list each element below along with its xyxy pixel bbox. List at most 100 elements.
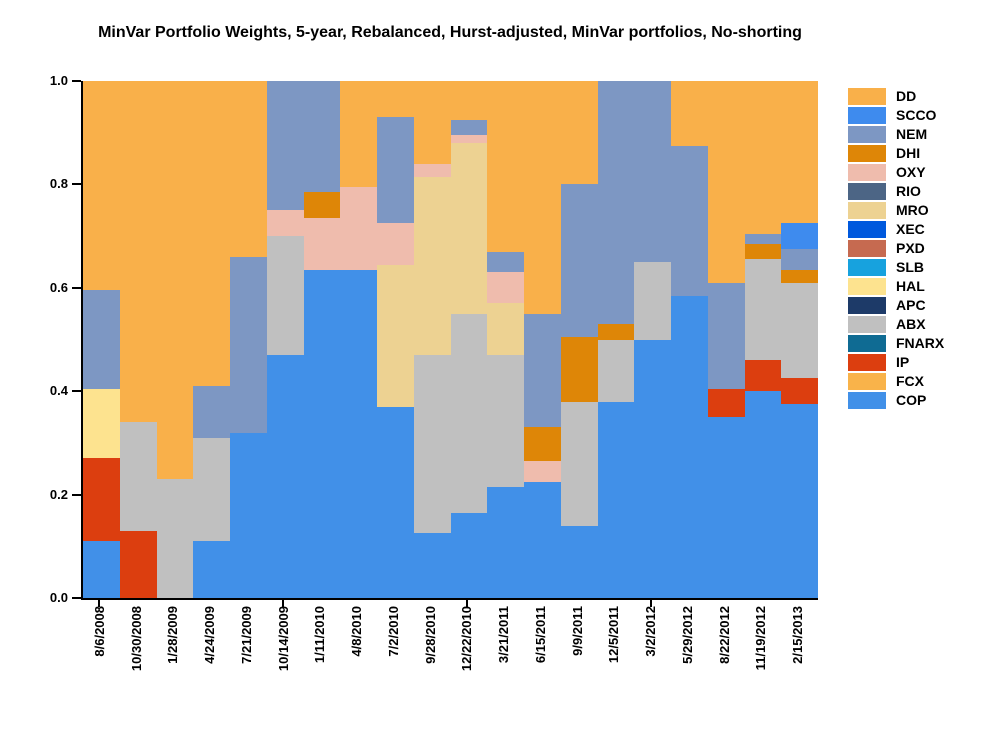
legend-item-pxd: PXD xyxy=(848,240,944,257)
x-label-col: 12/22/2010 xyxy=(449,606,486,726)
legend-label-dhi: DHI xyxy=(896,145,921,161)
segment-abx xyxy=(193,437,230,542)
x-label-col: 10/30/2008 xyxy=(118,606,155,726)
y-tick-label: 0.4 xyxy=(49,383,68,399)
x-tick-label: 5/29/2012 xyxy=(679,606,695,664)
x-tick-label: 4/8/2010 xyxy=(349,606,365,657)
legend-swatch-nem xyxy=(848,126,886,143)
segment-oxy xyxy=(266,210,304,237)
segment-mro xyxy=(487,303,524,356)
segment-nem xyxy=(487,251,524,273)
segment-dd xyxy=(671,81,708,146)
x-tick-mark xyxy=(465,600,468,607)
x-label-col: 7/2/2010 xyxy=(375,606,412,726)
segment-oxy xyxy=(450,135,488,144)
segment-abx xyxy=(634,261,671,340)
segment-nem xyxy=(193,386,230,438)
x-tick-label: 10/14/2009 xyxy=(275,606,291,672)
x-label-col: 7/21/2009 xyxy=(228,606,265,726)
legend-label-fcx: FCX xyxy=(896,373,924,389)
segment-mro xyxy=(377,264,414,407)
segment-cop xyxy=(671,295,708,598)
segment-cop xyxy=(340,269,377,598)
x-label-col: 9/28/2010 xyxy=(412,606,449,726)
legend-swatch-dhi xyxy=(848,145,886,162)
x-label-col: 3/21/2011 xyxy=(485,606,522,726)
legend-swatch-mro xyxy=(848,202,886,219)
segment-dd xyxy=(487,81,524,252)
bar-3/21/2011 xyxy=(487,81,524,598)
segment-oxy xyxy=(377,223,414,265)
legend-item-dhi: DHI xyxy=(848,145,944,162)
y-tick-mark xyxy=(72,597,81,599)
segment-dd xyxy=(744,81,782,234)
legend-item-dd: DD xyxy=(848,88,944,105)
y-tick-mark xyxy=(72,493,81,496)
x-label-col: 8/6/2008 xyxy=(81,606,118,726)
bar-6/15/2011 xyxy=(524,81,561,598)
y-tick-mark xyxy=(72,286,81,289)
segment-mro xyxy=(413,176,451,356)
segment-dd xyxy=(83,81,120,291)
bar-3/2/2012 xyxy=(634,81,671,598)
segment-cop xyxy=(487,486,524,598)
bar-10/30/2008 xyxy=(119,81,157,598)
segment-ip xyxy=(707,388,745,418)
x-tick-label: 8/22/2012 xyxy=(716,606,732,664)
legend-item-rio: RIO xyxy=(848,183,944,200)
bar-12/5/2011 xyxy=(597,81,635,598)
segment-cop xyxy=(413,533,451,598)
legend-label-abx: ABX xyxy=(896,316,926,332)
y-tick-label: 0.2 xyxy=(49,486,68,502)
segment-abx xyxy=(744,259,782,361)
x-tick-label: 1/28/2009 xyxy=(165,606,181,664)
x-tick-mark xyxy=(98,600,101,607)
segment-cop xyxy=(303,269,341,598)
legend-swatch-hal xyxy=(848,278,886,295)
y-tick-label: 1.0 xyxy=(49,73,68,88)
segment-dd xyxy=(450,81,488,120)
x-label-col: 8/22/2012 xyxy=(706,606,743,726)
segment-nem xyxy=(634,81,671,262)
legend-item-xec: XEC xyxy=(848,221,944,238)
segment-nem xyxy=(377,117,414,224)
segment-dd xyxy=(560,81,598,185)
legend-label-rio: RIO xyxy=(896,183,921,199)
segment-nem xyxy=(83,290,120,389)
x-label-col: 9/9/2011 xyxy=(559,606,596,726)
legend-item-mro: MRO xyxy=(848,202,944,219)
segment-dhi xyxy=(744,243,782,260)
x-tick-label: 7/21/2009 xyxy=(238,606,254,664)
segment-abx xyxy=(450,313,488,513)
segment-dd xyxy=(781,81,818,224)
segment-cop xyxy=(560,525,598,598)
segment-cop xyxy=(193,541,230,598)
segment-nem xyxy=(560,184,598,337)
segment-abx xyxy=(156,479,194,598)
legend-swatch-rio xyxy=(848,183,886,200)
segment-dd xyxy=(340,81,377,187)
segment-ip xyxy=(744,360,782,392)
legend-swatch-fnarx xyxy=(848,335,886,352)
legend-item-cop: COP xyxy=(848,392,944,409)
legend-item-fcx: FCX xyxy=(848,373,944,390)
legend-swatch-ip xyxy=(848,354,886,371)
y-tick-mark xyxy=(72,390,81,393)
legend-swatch-pxd xyxy=(848,240,886,257)
segment-abx xyxy=(413,355,451,534)
x-label-col: 4/24/2009 xyxy=(191,606,228,726)
segment-nem xyxy=(781,249,818,270)
legend-swatch-apc xyxy=(848,297,886,314)
x-tick-label: 8/6/2008 xyxy=(91,606,107,657)
segment-nem xyxy=(450,119,488,136)
legend-item-oxy: OXY xyxy=(848,164,944,181)
bar-10/14/2009 xyxy=(266,81,304,598)
y-axis: 1.0 0.8 0.6 0.4 0.2 0.0 xyxy=(0,73,81,605)
bar-8/22/2012 xyxy=(707,81,745,598)
segment-cop xyxy=(230,432,267,598)
legend-label-dd: DD xyxy=(896,88,917,104)
y-tick-label: 0.0 xyxy=(49,590,68,605)
segment-dhi xyxy=(560,336,598,402)
legend-swatch-dd xyxy=(848,88,886,105)
